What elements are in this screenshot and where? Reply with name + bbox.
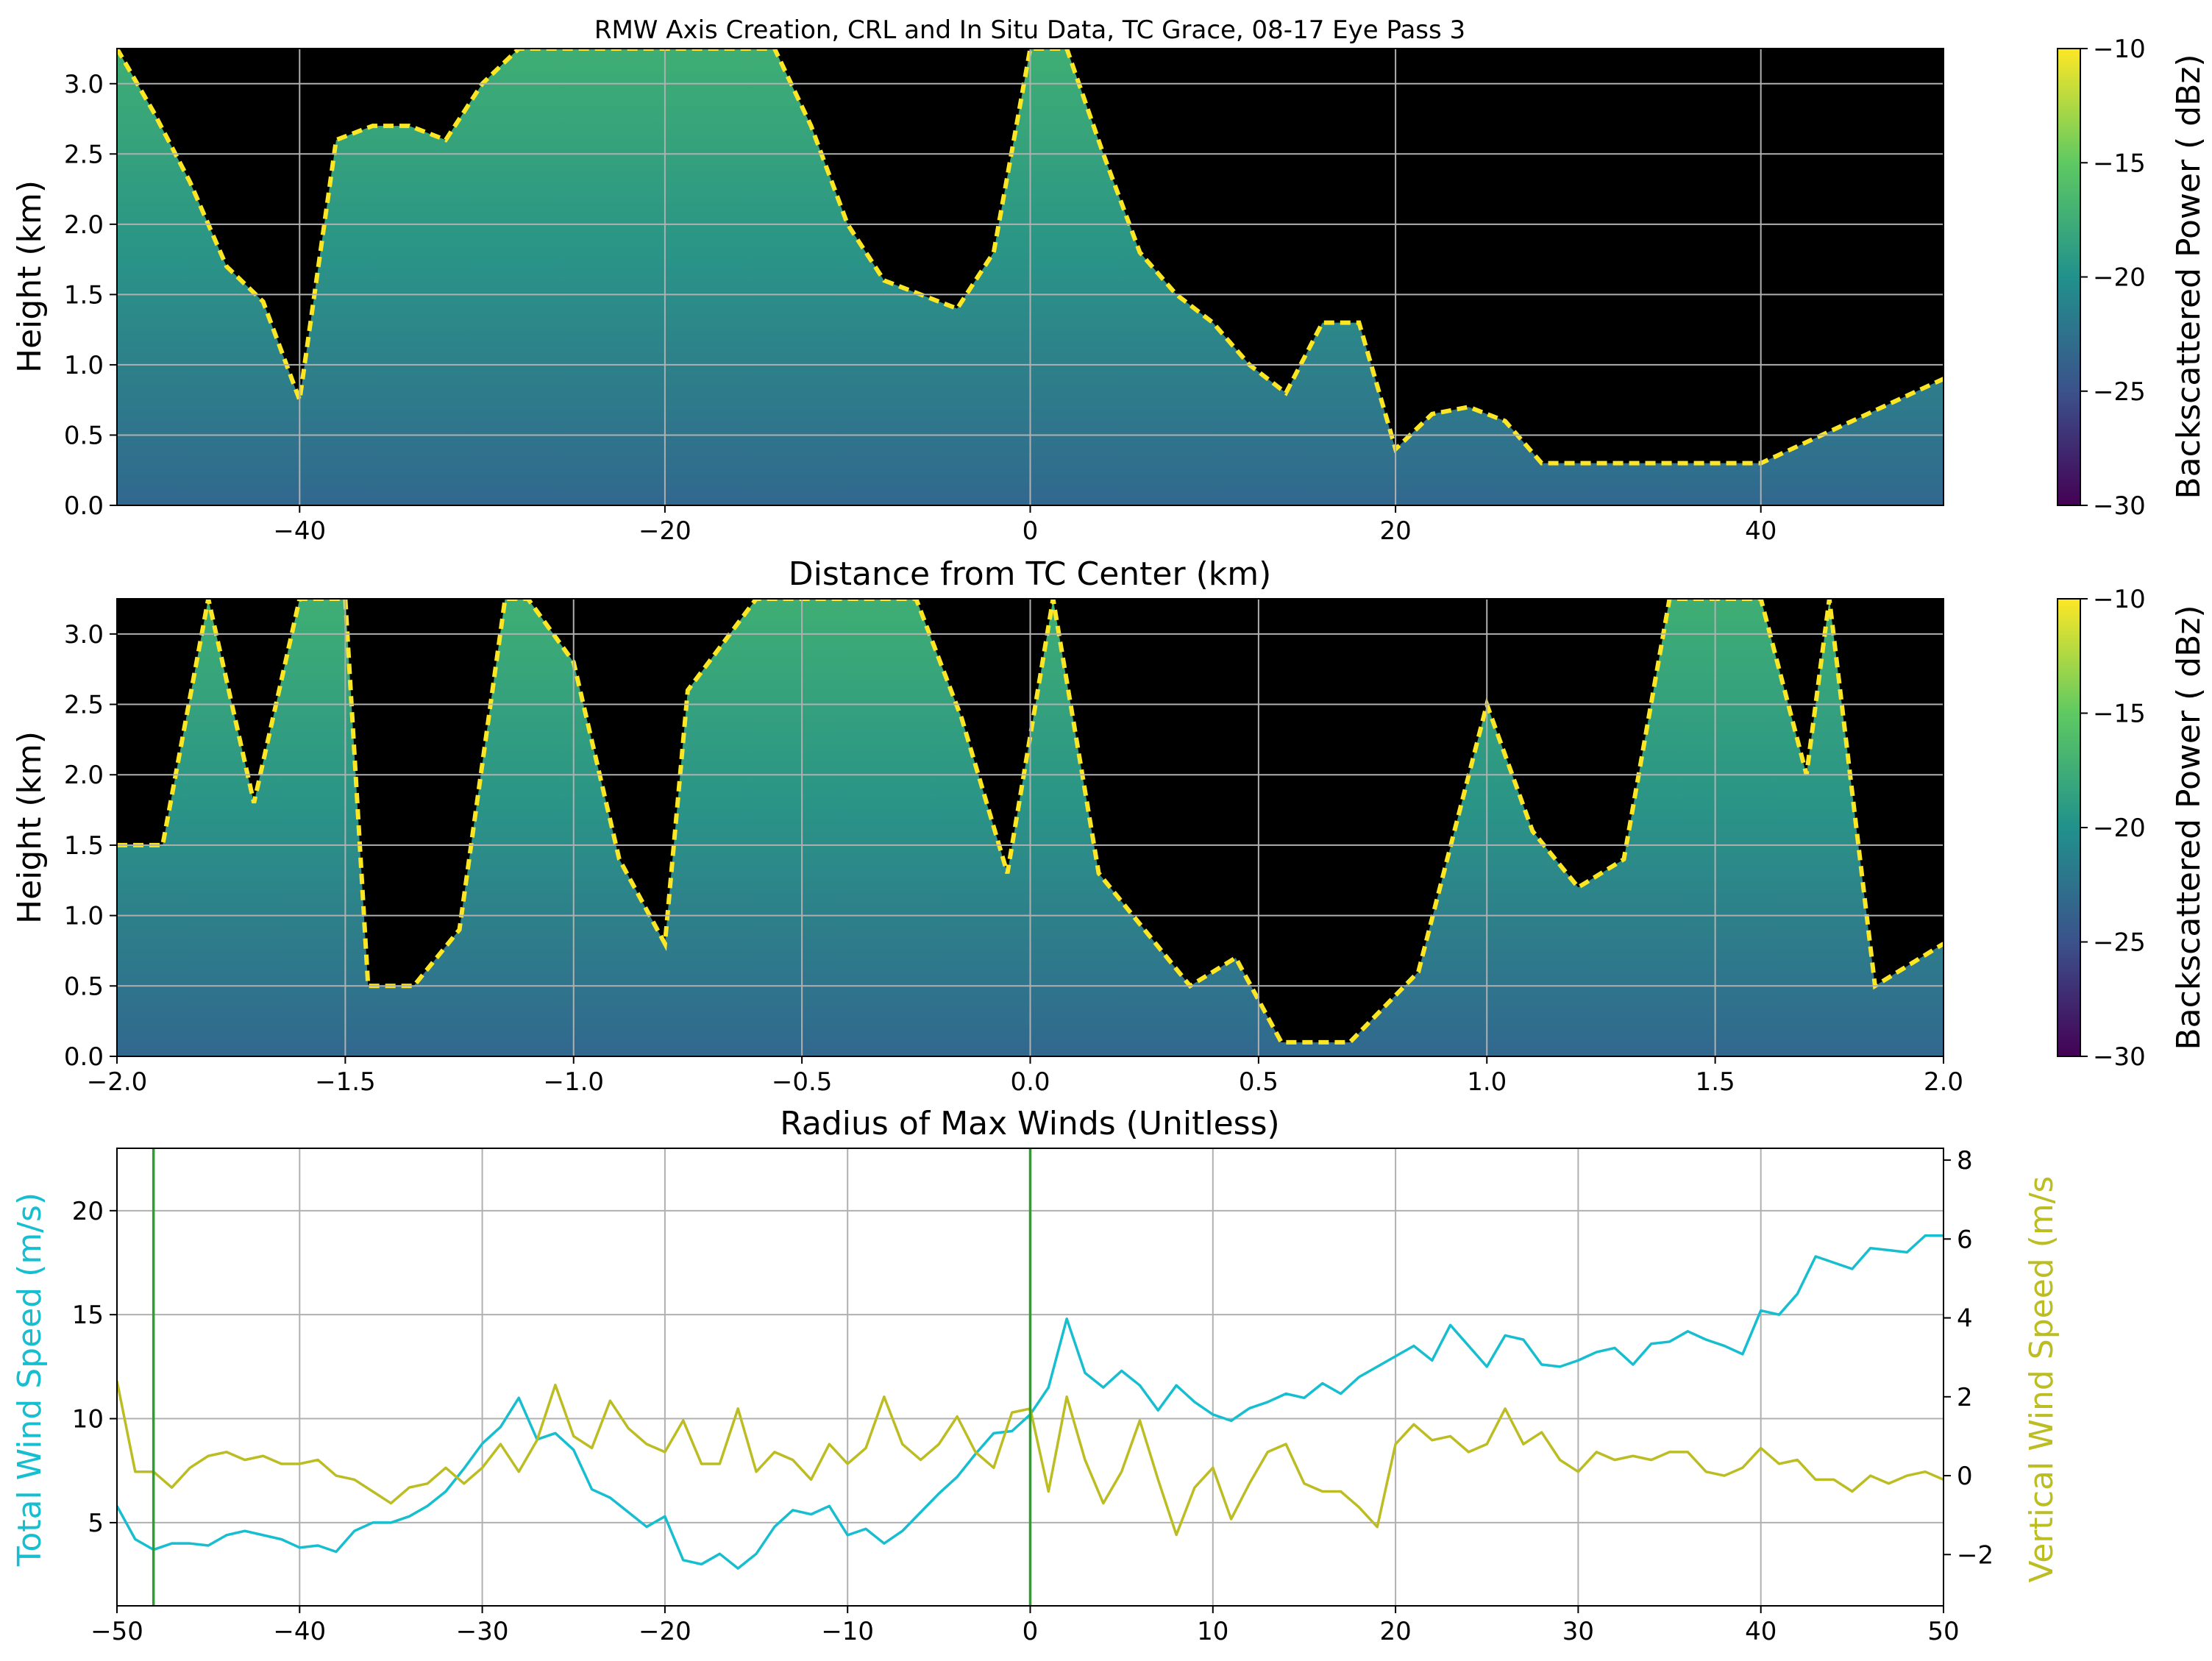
mid-y-tick-label: 1.5: [64, 831, 104, 861]
middle-colorbar-ticks: −30 −25 −20 −15 −10: [2080, 585, 2146, 1072]
mid-x-tick-label: 0.0: [1010, 1067, 1050, 1097]
top-x-tick-label: −20: [639, 516, 691, 546]
mid-colorbar-tick-label: −10: [2093, 585, 2146, 614]
top-y-tick-label: 0.5: [64, 421, 104, 450]
top-colorbar: −30 −25 −20 −15 −10 Backscattered Power ( dB…: [2057, 35, 2208, 521]
top-y-tick-label: 3.0: [64, 70, 104, 99]
top-panel: −40 −20 0 20 40 0.0 0.5 1.0 1.5 2.0 2.5 3.0 Distan…: [11, 48, 1944, 593]
top-colorbar-tick-label: −10: [2093, 35, 2146, 64]
top-y-axis-label: Height (km): [11, 180, 49, 373]
mid-colorbar-tick-label: −30: [2093, 1042, 2146, 1072]
total-wind-axis-label: Total Wind Speed (m/s): [11, 1192, 49, 1567]
figure-title: RMW Axis Creation, CRL and In Situ Data,…: [594, 15, 1465, 45]
middle-x-axis-label: Radius of Max Winds (Unitless): [780, 1105, 1279, 1142]
vertical-wind-axis-label: Vertical Wind Speed (m/s: [2023, 1176, 2060, 1583]
top-colorbar-label: Backscattered Power ( dBz): [2170, 54, 2208, 499]
mid-x-tick-label: 2.0: [1924, 1067, 1963, 1097]
mid-colorbar-tick-label: −25: [2093, 928, 2146, 958]
mid-y-tick-label: 0.5: [64, 972, 104, 1001]
bottom-left-tick-label: 15: [72, 1301, 104, 1330]
mid-x-tick-label: −2.0: [87, 1067, 148, 1097]
top-x-tick-label: 40: [1745, 516, 1777, 546]
bottom-right-tick-label: −2: [1957, 1540, 1994, 1570]
top-colorbar-tick-label: −15: [2093, 149, 2146, 178]
mid-colorbar-tick-label: −15: [2093, 700, 2146, 729]
middle-colorbar-gradient: [2057, 598, 2081, 1057]
bottom-x-tick-label: 30: [1562, 1617, 1594, 1646]
middle-y-axis-label: Height (km): [11, 731, 49, 924]
top-x-ticks: −40 −20 0 20 40: [273, 505, 1777, 546]
mid-x-tick-label: 1.0: [1467, 1067, 1507, 1097]
top-x-tick-label: 0: [1023, 516, 1039, 546]
mid-cloud-base-echo: [117, 599, 1943, 1045]
bottom-x-tick-label: −10: [821, 1617, 874, 1646]
bottom-x-tick-label: −20: [639, 1617, 691, 1646]
bottom-right-tick-label: 2: [1957, 1383, 1973, 1412]
bottom-left-y-ticks: 5 10 15 20: [72, 1197, 117, 1538]
top-y-ticks: 0.0 0.5 1.0 1.5 2.0 2.5 3.0: [64, 70, 117, 521]
top-y-tick-label: 2.0: [64, 210, 104, 240]
top-colorbar-tick-label: −25: [2093, 377, 2146, 407]
bottom-right-tick-label: 8: [1957, 1146, 1973, 1175]
bottom-x-tick-label: −50: [90, 1617, 143, 1646]
mid-y-tick-label: 2.5: [64, 691, 104, 720]
bottom-left-tick-label: 20: [72, 1197, 104, 1226]
mid-y-tick-label: 2.0: [64, 761, 104, 790]
bottom-x-tick-label: 40: [1745, 1617, 1777, 1646]
bottom-x-tick-label: −40: [273, 1617, 326, 1646]
top-colorbar-gradient: [2057, 48, 2081, 506]
mid-colorbar-tick-label: −20: [2093, 814, 2146, 843]
top-x-tick-label: 20: [1379, 516, 1411, 546]
top-y-tick-label: 1.5: [64, 280, 104, 310]
mid-x-tick-label: 0.5: [1239, 1067, 1279, 1097]
mid-y-tick-label: 0.0: [64, 1042, 104, 1072]
top-colorbar-tick-label: −30: [2093, 491, 2146, 521]
bottom-x-ticks: −50 −40 −30 −20 −10 0 10 20 30 40 50: [90, 1606, 1960, 1646]
mid-x-tick-label: −1.0: [543, 1067, 604, 1097]
bottom-left-tick-label: 5: [88, 1509, 104, 1538]
bottom-x-tick-label: 10: [1197, 1617, 1228, 1646]
top-x-axis-label: Distance from TC Center (km): [789, 555, 1272, 593]
mid-x-tick-label: −1.5: [315, 1067, 376, 1097]
mid-x-tick-label: 1.5: [1696, 1067, 1735, 1097]
mid-x-tick-label: −0.5: [772, 1067, 833, 1097]
bottom-right-tick-label: 4: [1957, 1304, 1973, 1334]
middle-panel: −2.0 −1.5 −1.0 −0.5 0.0 0.5 1.0 1.5 2.0 0.0 0.5 1.…: [11, 598, 1963, 1142]
top-y-tick-label: 0.0: [64, 491, 104, 521]
top-colorbar-ticks: −30 −25 −20 −15 −10: [2080, 35, 2146, 521]
middle-colorbar-label: Backscattered Power ( dBz): [2170, 605, 2208, 1050]
middle-x-ticks: −2.0 −1.5 −1.0 −0.5 0.0 0.5 1.0 1.5 2.0: [87, 1056, 1963, 1097]
bottom-right-y-ticks: −2 0 2 4 6 8: [1943, 1146, 1994, 1570]
bottom-x-tick-label: 50: [1927, 1617, 1959, 1646]
bottom-series: [117, 1148, 1943, 1606]
bottom-right-tick-label: 6: [1957, 1225, 1973, 1254]
middle-y-ticks: 0.0 0.5 1.0 1.5 2.0 2.5 3.0: [64, 620, 117, 1072]
top-colorbar-tick-label: −20: [2093, 263, 2146, 293]
top-y-tick-label: 2.5: [64, 140, 104, 169]
mid-y-tick-label: 3.0: [64, 620, 104, 650]
bottom-x-tick-label: 20: [1379, 1617, 1411, 1646]
bottom-x-tick-label: 0: [1023, 1617, 1039, 1646]
top-x-tick-label: −40: [273, 516, 326, 546]
bottom-x-tick-label: −30: [456, 1617, 509, 1646]
bottom-left-tick-label: 10: [72, 1405, 104, 1434]
top-y-tick-label: 1.0: [64, 351, 104, 380]
mid-y-tick-label: 1.0: [64, 902, 104, 931]
bottom-right-tick-label: 0: [1957, 1462, 1973, 1491]
middle-colorbar: −30 −25 −20 −15 −10 Backscattered Power ( dB…: [2057, 585, 2208, 1072]
